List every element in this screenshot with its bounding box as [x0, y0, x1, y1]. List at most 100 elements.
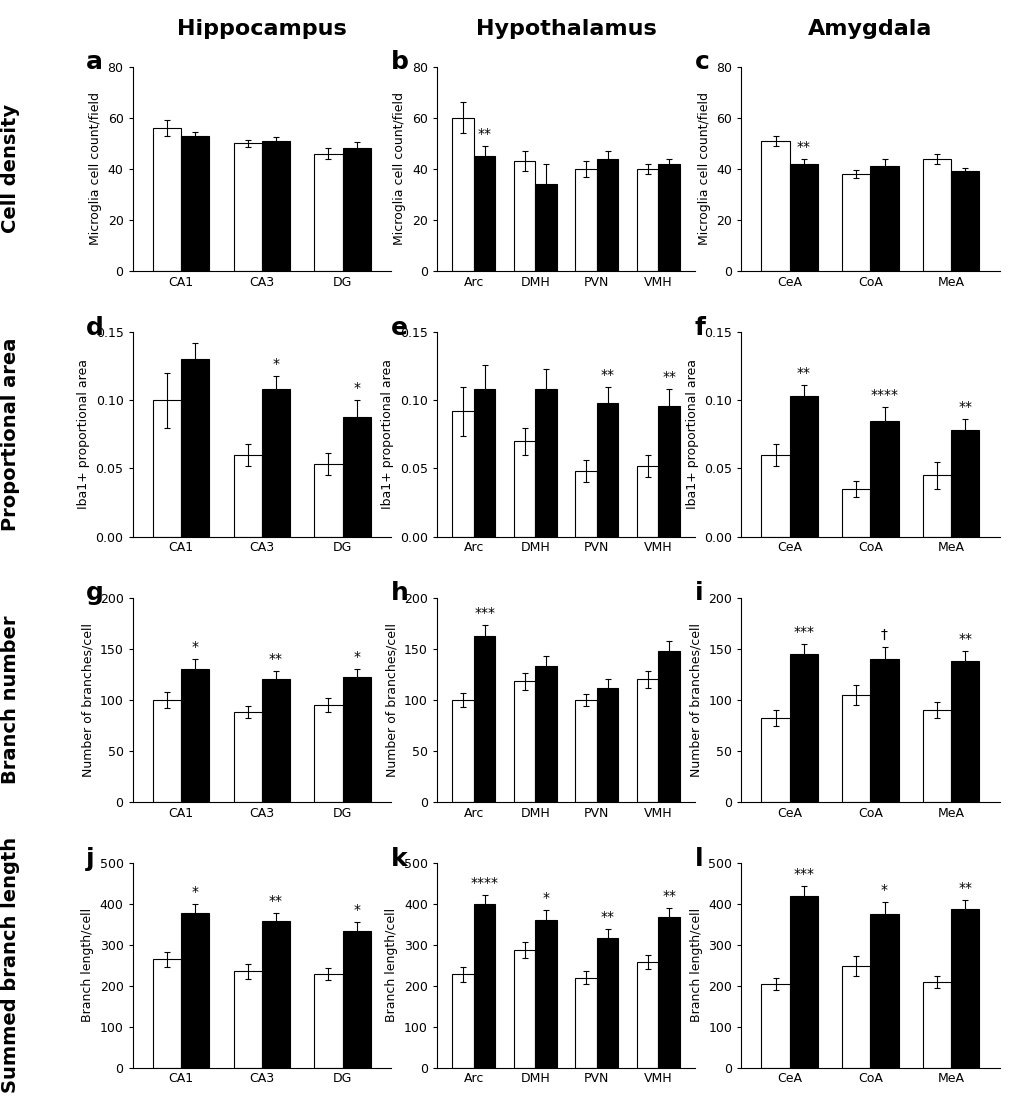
Text: **: ** — [957, 400, 971, 415]
Text: *: * — [353, 651, 360, 664]
Text: **: ** — [796, 140, 810, 153]
Text: Amygdala: Amygdala — [807, 19, 931, 39]
Text: **: ** — [661, 888, 676, 903]
Bar — [153, 128, 181, 271]
Bar — [657, 917, 680, 1068]
Text: Summed branch length: Summed branch length — [1, 837, 19, 1093]
Bar — [262, 679, 289, 802]
Bar — [535, 185, 556, 271]
Bar — [535, 921, 556, 1068]
Text: g: g — [86, 582, 104, 605]
Bar — [262, 141, 289, 271]
Y-axis label: Number of branches/cell: Number of branches/cell — [82, 623, 94, 777]
Bar — [789, 654, 817, 802]
Bar — [596, 403, 618, 537]
Bar — [153, 400, 181, 537]
Text: Hypothalamus: Hypothalamus — [475, 19, 656, 39]
Bar — [514, 441, 535, 537]
Text: e: e — [390, 316, 407, 340]
Y-axis label: Branch length/cell: Branch length/cell — [81, 909, 94, 1022]
Bar — [451, 974, 474, 1068]
Bar — [596, 159, 618, 271]
Bar — [233, 972, 262, 1068]
Bar — [342, 677, 371, 802]
Bar — [314, 465, 342, 537]
Bar — [514, 161, 535, 271]
Bar — [951, 661, 978, 802]
Text: **: ** — [796, 366, 810, 380]
Bar — [760, 984, 789, 1068]
Bar — [314, 974, 342, 1068]
Text: c: c — [694, 50, 709, 75]
Y-axis label: Number of branches/cell: Number of branches/cell — [385, 623, 398, 777]
Text: *: * — [542, 891, 549, 905]
Y-axis label: Branch length/cell: Branch length/cell — [385, 909, 398, 1022]
Text: ***: *** — [474, 606, 494, 620]
Bar — [153, 960, 181, 1068]
Text: †: † — [880, 627, 888, 642]
Bar — [596, 687, 618, 802]
Bar — [760, 718, 789, 802]
Text: **: ** — [477, 127, 491, 141]
Bar — [314, 153, 342, 271]
Text: **: ** — [957, 632, 971, 646]
Bar — [869, 659, 898, 802]
Bar — [575, 699, 596, 802]
Text: **: ** — [269, 894, 282, 907]
Bar — [869, 914, 898, 1068]
Bar — [760, 455, 789, 537]
Bar — [514, 950, 535, 1068]
Bar — [869, 167, 898, 271]
Bar — [789, 896, 817, 1068]
Bar — [514, 682, 535, 802]
Bar — [760, 141, 789, 271]
Bar — [342, 931, 371, 1068]
Text: ****: **** — [869, 388, 898, 403]
Bar — [575, 977, 596, 1068]
Bar — [922, 475, 951, 537]
Bar — [575, 169, 596, 271]
Bar — [951, 909, 978, 1068]
Y-axis label: Iba1+ proportional area: Iba1+ proportional area — [381, 359, 394, 509]
Bar — [951, 430, 978, 537]
Y-axis label: Branch length/cell: Branch length/cell — [689, 909, 702, 1022]
Bar — [474, 904, 495, 1068]
Bar — [922, 711, 951, 802]
Bar — [922, 982, 951, 1068]
Text: *: * — [272, 357, 279, 370]
Bar — [153, 699, 181, 802]
Bar — [233, 455, 262, 537]
Text: Cell density: Cell density — [1, 105, 19, 234]
Bar — [181, 669, 209, 802]
Text: *: * — [880, 883, 888, 897]
Bar — [474, 156, 495, 271]
Bar — [451, 118, 474, 271]
Text: Branch number: Branch number — [1, 616, 19, 784]
Text: ***: *** — [793, 625, 813, 638]
Y-axis label: Microglia cell count/field: Microglia cell count/field — [697, 92, 710, 246]
Bar — [657, 163, 680, 271]
Bar — [951, 171, 978, 271]
Bar — [842, 173, 869, 271]
Bar — [474, 389, 495, 537]
Bar — [181, 359, 209, 537]
Text: Hippocampus: Hippocampus — [176, 19, 346, 39]
Text: Proportional area: Proportional area — [1, 338, 19, 532]
Bar — [181, 913, 209, 1068]
Bar — [596, 937, 618, 1068]
Text: **: ** — [600, 368, 614, 381]
Text: b: b — [390, 50, 408, 75]
Bar — [314, 705, 342, 802]
Bar — [636, 679, 657, 802]
Bar — [636, 466, 657, 537]
Text: l: l — [694, 847, 703, 871]
Text: *: * — [353, 903, 360, 917]
Text: **: ** — [600, 911, 614, 924]
Y-axis label: Number of branches/cell: Number of branches/cell — [689, 623, 702, 777]
Y-axis label: Iba1+ proportional area: Iba1+ proportional area — [77, 359, 90, 509]
Text: **: ** — [269, 652, 282, 666]
Bar — [233, 712, 262, 802]
Bar — [789, 396, 817, 537]
Bar — [342, 417, 371, 537]
Text: *: * — [192, 885, 199, 898]
